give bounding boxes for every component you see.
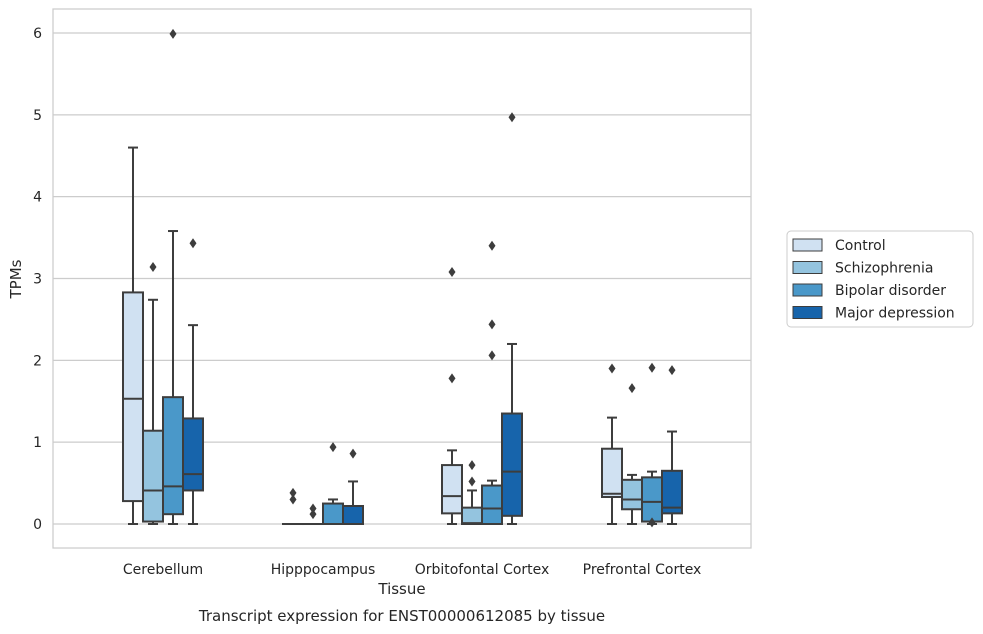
box-iqr: [481, 484, 503, 525]
outlier-point: [648, 517, 656, 528]
outlier-point: [329, 442, 337, 453]
y-tick-label: 4: [33, 190, 42, 206]
outlier-point: [468, 476, 476, 487]
outlier-point: [349, 448, 357, 459]
outlier-point: [448, 266, 456, 277]
y-tick-label: 0: [33, 517, 42, 533]
outlier-point: [468, 460, 476, 471]
box-plot-item: [441, 266, 463, 525]
outlier-point: [149, 262, 157, 273]
box-plot-item: [122, 146, 144, 525]
outlier-point: [289, 487, 297, 498]
box-plot-item: [501, 112, 523, 525]
legend-items: Control Schizophrenia Bipolar disorder Majo…: [792, 238, 955, 322]
box-iqr: [501, 412, 523, 517]
y-tick-labels: 0 1 2 3 4 5 6: [33, 26, 42, 533]
legend-frame: [786, 230, 974, 328]
box-plot-item: [461, 460, 483, 525]
outlier-point: [309, 503, 317, 514]
box-iqr: [441, 464, 463, 515]
plot-frame: [52, 8, 752, 549]
legend-label: Major depression: [835, 306, 955, 322]
x-axis-label: Tissue: [377, 580, 425, 598]
legend-swatch: [792, 261, 823, 274]
x-tick-label: Prefrontal Cortex: [583, 562, 702, 578]
legend-label: Control: [835, 238, 886, 254]
box-iqr: [342, 504, 364, 526]
legend-swatch: [792, 238, 823, 252]
box-plot-item: [661, 365, 683, 525]
legend-item: Schizophrenia: [792, 261, 933, 277]
box-iqr: [461, 506, 483, 525]
legend: Control Schizophrenia Bipolar disorder Majo…: [786, 230, 974, 328]
box-iqr: [621, 478, 643, 511]
y-tick-label: 5: [33, 108, 42, 124]
box-plot-item: [182, 238, 204, 525]
x-tick-label: Orbitofontal Cortex: [415, 562, 550, 578]
box-iqr: [142, 429, 164, 523]
outlier-point: [169, 28, 177, 39]
y-tick-label: 6: [33, 26, 42, 42]
box-series: [142, 262, 643, 526]
box-iqr: [182, 417, 204, 492]
legend-label: Schizophrenia: [835, 261, 933, 277]
outlier-point: [508, 112, 516, 123]
legend-label: Bipolar disorder: [835, 283, 946, 299]
chart-caption: Transcript expression for ENST0000061208…: [198, 607, 605, 625]
outlier-point: [608, 363, 616, 374]
y-tick-label: 3: [33, 272, 42, 288]
outlier-point: [309, 509, 317, 520]
legend-swatch: [792, 283, 823, 297]
outlier-point: [488, 240, 496, 251]
legend-item: Control: [792, 238, 886, 254]
x-tick-label: Cerebellum: [123, 562, 203, 578]
box-plot-item: [601, 363, 623, 525]
outlier-point: [289, 494, 297, 505]
box-plot-item: [621, 383, 643, 525]
outlier-point: [189, 238, 197, 249]
legend-item: Bipolar disorder: [792, 283, 946, 299]
legend-item: Major depression: [792, 306, 955, 322]
box-iqr: [162, 396, 184, 516]
box-plot-item: [282, 487, 304, 526]
outlier-point: [488, 319, 496, 330]
y-tick-label: 1: [33, 435, 42, 451]
box-iqr: [122, 291, 144, 503]
box-series: [182, 112, 683, 526]
outlier-point: [668, 365, 676, 376]
box-iqr: [661, 469, 683, 515]
box-plot-item: [322, 442, 344, 525]
x-tick-label: Hipppocampus: [271, 562, 376, 578]
y-axis-label: TPMs: [7, 259, 25, 299]
box-iqr: [601, 447, 623, 498]
box-plot-item: [342, 448, 364, 526]
y-tick-label: 2: [33, 353, 42, 369]
box-series: [122, 146, 623, 526]
box-series-group: [122, 28, 683, 528]
box-plot-item: [142, 262, 164, 525]
outlier-point: [648, 362, 656, 373]
box-iqr: [641, 476, 663, 523]
box-iqr: [322, 502, 344, 525]
box-series: [162, 28, 663, 528]
outlier-point: [488, 350, 496, 361]
outlier-point: [628, 383, 636, 394]
outlier-point: [448, 373, 456, 384]
x-tick-labels: Cerebellum Hipppocampus Orbitofontal Corte…: [123, 562, 701, 578]
legend-swatch: [792, 306, 823, 319]
